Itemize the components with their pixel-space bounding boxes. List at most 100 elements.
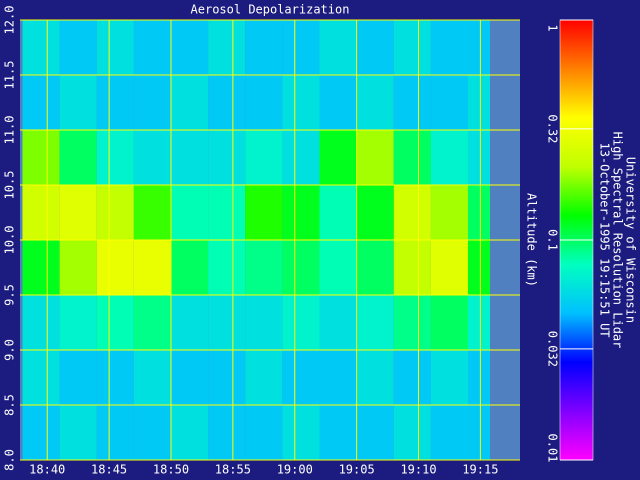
heatmap-cell [133,295,171,350]
heatmap-cell [282,75,320,130]
heatmap-cell [393,405,431,460]
heatmap-cell [22,130,60,185]
heatmap-cell [245,130,283,185]
heatmap-cell [133,185,171,240]
heatmap-cell [468,240,490,295]
x-tick-label: 18:55 [215,463,251,477]
x-tick-label: 19:15 [462,463,498,477]
x-tick-label: 19:05 [339,463,375,477]
y-tick-label: 9.0 [3,339,17,361]
annotation: High Spectral Resolution Lidar [611,132,625,349]
heatmap-cell [356,240,394,295]
heatmap-cell [393,20,431,75]
heatmap-cell [96,130,134,185]
annotation: University of Wisconsin [624,157,638,323]
heatmap-cell [319,20,357,75]
heatmap-cell [430,295,469,350]
heatmap-cell [170,20,209,75]
heatmap-cell [96,240,134,295]
heatmap-cell [319,240,357,295]
colorbar-tick-label: 0.032 [546,331,560,367]
annotation: 13-October-1995 19:15:51 UT [598,142,612,337]
chart-title: Aerosol Depolarization [191,3,350,17]
heatmap-cell [430,185,469,240]
heatmap-cell [393,350,431,405]
heatmap-cell [356,185,394,240]
heatmap-cell [59,75,97,130]
heatmap-cell [282,20,320,75]
heatmap-cell [245,240,283,295]
heatmap-cell [430,405,469,460]
heatmap-cell [22,185,60,240]
heatmap-cell [96,295,134,350]
heatmap-cell [245,295,283,350]
heatmap-cell [430,75,469,130]
heatmap-cell [393,130,431,185]
y-tick-label: 11.0 [3,116,17,145]
heatmap-cell [319,75,357,130]
heatmap-cell [59,240,97,295]
colorbar-tick-label: 0.32 [546,114,560,143]
heatmap-cell [170,185,209,240]
heatmap-cell [59,130,97,185]
heatmap-cell [393,295,431,350]
heatmap-cell [356,130,394,185]
heatmap-cell [208,295,246,350]
y-tick-label: 8.5 [3,394,17,416]
heatmap-cell [59,350,97,405]
heatmap-cell [133,75,171,130]
y-axis-label: Altitude (km) [525,193,539,287]
heatmap-cell [468,75,490,130]
heatmap-cell [468,295,490,350]
heatmap-cell [356,75,394,130]
heatmap-cell [22,20,60,75]
heatmap-cell [282,240,320,295]
heatmap-cell [319,295,357,350]
heatmap-cell [356,405,394,460]
heatmap-cell [468,405,490,460]
heatmap-cell [170,130,209,185]
x-tick-label: 18:40 [29,463,65,477]
heatmap-cell [208,185,246,240]
heatmap-cell [133,350,171,405]
heatmap-cell [245,405,283,460]
colorbar-tick-label: 1 [546,24,560,31]
heatmap-cell [282,295,320,350]
heatmap-cell [208,350,246,405]
heatmap-cell [208,405,246,460]
heatmap-cell [208,20,246,75]
heatmap-cell [59,405,97,460]
heatmap-cell [59,185,97,240]
y-tick-label: 10.5 [3,171,17,200]
heatmap-cell [133,240,171,295]
heatmap-cell [356,20,394,75]
heatmap-cell [133,405,171,460]
heatmap-cell [208,75,246,130]
heatmap-cell [282,405,320,460]
heatmap-cell [319,185,357,240]
heatmap-cell [356,295,394,350]
heatmap-cell [393,185,431,240]
heatmap-cell [170,295,209,350]
heatmap-cell [170,75,209,130]
y-tick-label: 10.0 [3,226,17,255]
heatmap-cell [96,185,134,240]
heatmap-cell [356,350,394,405]
heatmap-cell [393,240,431,295]
heatmap-cell [170,405,209,460]
heatmap-cell [393,75,431,130]
heatmap-cell [468,130,490,185]
heatmap-cell [96,350,134,405]
heatmap-cell [319,350,357,405]
heatmap-cell [208,130,246,185]
x-tick-label: 18:45 [91,463,127,477]
heatmap-cell [59,295,97,350]
heatmap-cell [22,75,60,130]
heatmap-cell [22,350,60,405]
y-tick-label: 12.0 [3,6,17,35]
colorbar-tick-label: 0.1 [546,229,560,251]
colorbar-tick-label: 0.01 [546,434,560,463]
heatmap-cell [430,240,469,295]
heatmap-cell [245,20,283,75]
heatmap-cell [96,75,134,130]
